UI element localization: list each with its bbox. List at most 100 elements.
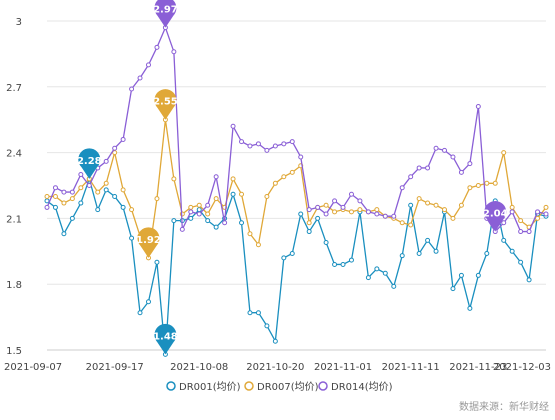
data-point <box>340 261 346 267</box>
data-point <box>171 49 177 55</box>
data-point <box>264 147 270 153</box>
data-point <box>171 218 177 224</box>
y-tick-label: 1.8 <box>6 280 22 291</box>
data-point <box>196 207 202 213</box>
data-point <box>239 191 245 197</box>
x-tick-label: 2021-09-17 <box>86 362 144 373</box>
data-point <box>69 215 75 221</box>
legend-item-2[interactable]: DR007(均价) <box>244 381 319 393</box>
data-point <box>171 176 177 182</box>
data-point <box>332 209 338 215</box>
annotation-pin-marker <box>484 201 507 232</box>
annotation-pin: 2.28 <box>77 148 102 179</box>
x-tick-label: 2021-12-03 <box>493 362 551 373</box>
series-line-1 <box>46 176 547 355</box>
data-point <box>509 248 515 254</box>
legend[interactable]: DR001(均价) DR007(均价) DR014(均价) <box>166 381 393 393</box>
legend-marker <box>244 381 254 391</box>
data-point <box>484 250 490 256</box>
y-tick-label: 2.7 <box>6 83 22 94</box>
annotation-label: 2.28 <box>77 156 102 167</box>
y-tick-label: 3 <box>16 17 22 28</box>
data-point <box>399 253 405 259</box>
data-point <box>103 158 109 164</box>
data-point <box>382 213 388 219</box>
data-point <box>433 145 439 151</box>
data-point <box>323 211 329 217</box>
data-point <box>289 169 295 175</box>
data-point <box>44 204 50 210</box>
x-tick-label: 2021-11-11 <box>382 362 440 373</box>
data-point <box>543 211 549 217</box>
data-point <box>306 207 312 213</box>
data-point <box>120 204 126 210</box>
data-point <box>306 220 312 226</box>
data-point <box>179 226 185 232</box>
data-point <box>408 174 414 180</box>
data-point <box>230 191 236 197</box>
data-point <box>315 204 321 210</box>
data-point <box>298 211 304 217</box>
y-tick-label: 1.5 <box>6 346 22 357</box>
data-point <box>205 202 211 208</box>
data-point <box>391 213 397 219</box>
data-point <box>425 237 431 243</box>
data-point <box>509 204 515 210</box>
data-point <box>518 229 524 235</box>
data-point <box>501 220 507 226</box>
legend-label: DR007(均价) <box>257 381 319 393</box>
data-point <box>222 220 228 226</box>
data-point <box>120 187 126 193</box>
data-point <box>52 204 58 210</box>
data-point <box>425 200 431 206</box>
annotation-pin: 2.55 <box>153 89 178 120</box>
annotations: 2.28 1.48 1.92 2.55 2.97 2.04 <box>77 0 508 355</box>
x-tick-label: 2021-11-01 <box>314 362 372 373</box>
data-point <box>399 220 405 226</box>
data-point <box>272 180 278 186</box>
data-point <box>230 123 236 129</box>
data-point <box>44 198 50 204</box>
data-point <box>103 180 109 186</box>
data-point <box>416 250 422 256</box>
data-point <box>52 193 58 199</box>
y-tick-label: 2.1 <box>6 214 22 225</box>
legend-item-3[interactable]: DR014(均价) <box>318 381 393 393</box>
annotation-pin-marker <box>78 148 101 179</box>
data-point <box>281 174 287 180</box>
data-point <box>255 141 261 147</box>
legend-label: DR001(均价) <box>179 381 241 393</box>
data-point <box>374 207 380 213</box>
data-point <box>69 196 75 202</box>
data-point <box>357 207 363 213</box>
data-point <box>323 202 329 208</box>
data-point <box>239 220 245 226</box>
legend-item-1[interactable]: DR001(均价) <box>166 381 241 393</box>
data-point <box>289 139 295 145</box>
data-point <box>348 257 354 263</box>
data-point <box>458 272 464 278</box>
data-point <box>382 270 388 276</box>
data-point <box>247 143 253 149</box>
data-point <box>475 183 481 188</box>
data-point <box>425 165 431 171</box>
annotation-pin-marker <box>154 323 177 355</box>
data-point <box>315 215 321 221</box>
data-point <box>543 204 549 210</box>
data-point <box>154 259 160 265</box>
data-point <box>467 161 473 167</box>
data-point <box>467 305 473 311</box>
data-point <box>340 204 346 210</box>
data-point <box>205 218 211 224</box>
axes: 1.5 1.8 2.1 2.4 2.7 3 2021-09-07 2021-09-17 2021… <box>4 17 551 373</box>
annotation-label: 2.55 <box>153 97 178 108</box>
data-point <box>196 202 202 208</box>
data-point <box>289 250 295 256</box>
data-point <box>137 310 143 316</box>
data-point <box>518 259 524 265</box>
data-point <box>450 215 456 221</box>
data-point <box>526 277 532 283</box>
data-point <box>298 154 304 160</box>
data-point <box>154 196 160 202</box>
